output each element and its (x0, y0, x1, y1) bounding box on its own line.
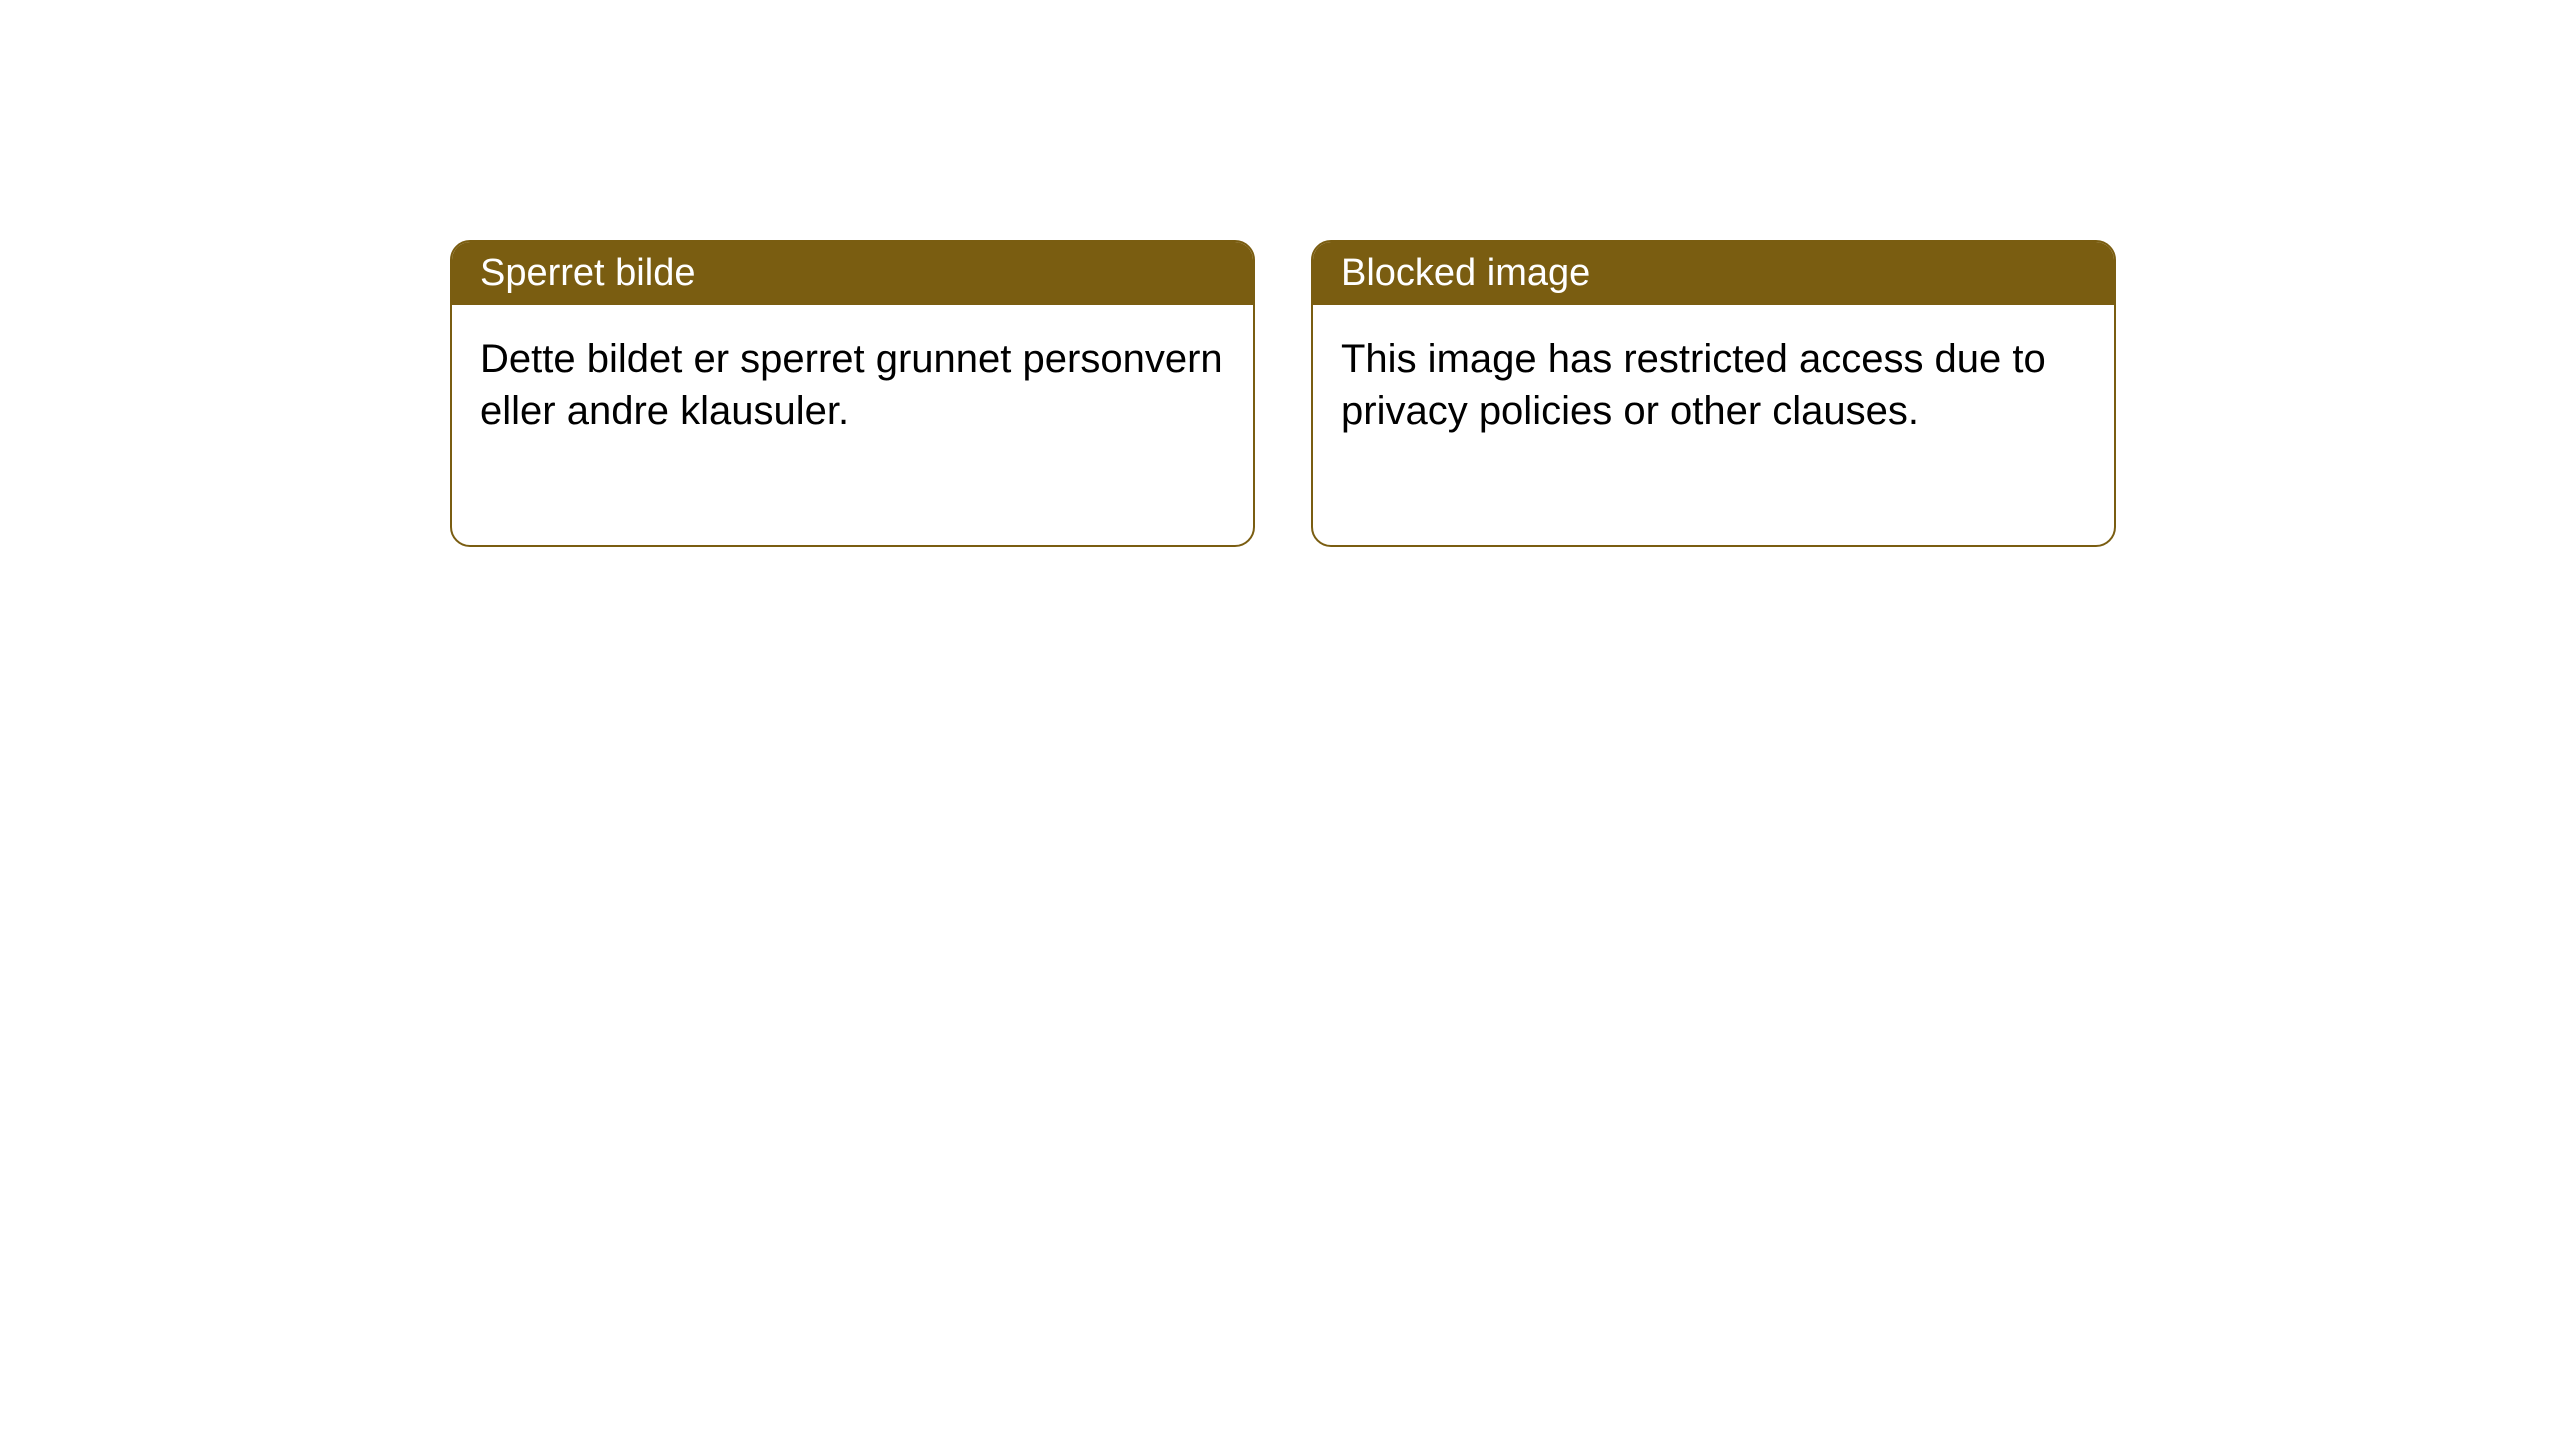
notice-title: Sperret bilde (480, 252, 695, 294)
notice-message: This image has restricted access due to … (1341, 337, 2046, 433)
notice-title: Blocked image (1341, 252, 1590, 294)
notice-body: This image has restricted access due to … (1313, 305, 2114, 545)
notice-body: Dette bildet er sperret grunnet personve… (452, 305, 1253, 545)
notice-card-norwegian: Sperret bilde Dette bildet er sperret gr… (450, 240, 1255, 547)
notice-card-english: Blocked image This image has restricted … (1311, 240, 2116, 547)
notice-header: Sperret bilde (452, 242, 1253, 305)
notice-container: Sperret bilde Dette bildet er sperret gr… (450, 240, 2116, 547)
notice-header: Blocked image (1313, 242, 2114, 305)
notice-message: Dette bildet er sperret grunnet personve… (480, 337, 1223, 433)
